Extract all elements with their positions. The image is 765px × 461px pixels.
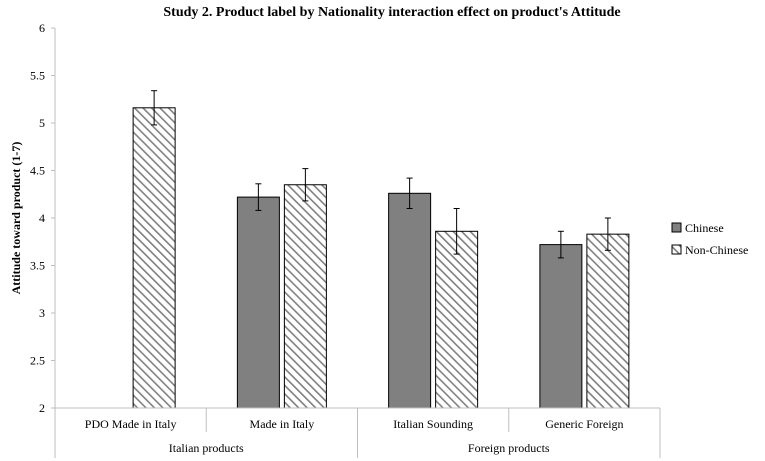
x-axis-categories: PDO Made in Italy Made in Italy Italian So… (54, 408, 661, 458)
legend-label: Chinese (685, 221, 724, 235)
bar-non-chinese-0 (132, 107, 176, 409)
bar-chinese-3 (539, 244, 583, 409)
y-axis-label: Attitude toward product (1-7) (9, 142, 23, 295)
bars-layer (132, 107, 630, 409)
bar-non-chinese-3 (586, 233, 630, 409)
legend-label: Non-Chinese (685, 243, 748, 257)
bar-chinese-1 (236, 196, 280, 409)
y-tick-label: 5 (39, 116, 45, 130)
y-tick-label: 3.5 (30, 259, 45, 273)
bar-chinese-2 (388, 192, 432, 409)
x-category-label: Generic Foreign (545, 417, 623, 431)
y-tick-label: 5.5 (30, 69, 45, 83)
x-category-label: Made in Italy (250, 417, 315, 431)
y-tick-label: 6 (39, 21, 45, 35)
bar-non-chinese-1 (283, 184, 327, 409)
legend-swatch (671, 222, 682, 233)
legend: Chinese Non-Chinese (671, 221, 748, 257)
y-axis-ticks: 2 2.5 3 3.5 4 4.5 5 5.5 6 (30, 21, 55, 415)
chart-title: Study 2. Product label by Nationality in… (163, 5, 620, 20)
x-axis-groups: Italian products Foreign products (169, 441, 550, 455)
x-group-label: Foreign products (468, 441, 550, 455)
y-tick-label: 4.5 (30, 164, 45, 178)
x-group-label: Italian products (169, 441, 244, 455)
y-tick-label: 4 (39, 211, 45, 225)
bar-non-chinese-2 (435, 230, 479, 409)
legend-swatch (671, 244, 682, 255)
x-category-label: PDO Made in Italy (85, 417, 177, 431)
error-bars-layer (151, 90, 611, 259)
y-tick-label: 3 (39, 306, 45, 320)
y-tick-label: 2 (39, 401, 45, 415)
y-tick-label: 2.5 (30, 354, 45, 368)
x-category-label: Italian Sounding (393, 417, 473, 431)
